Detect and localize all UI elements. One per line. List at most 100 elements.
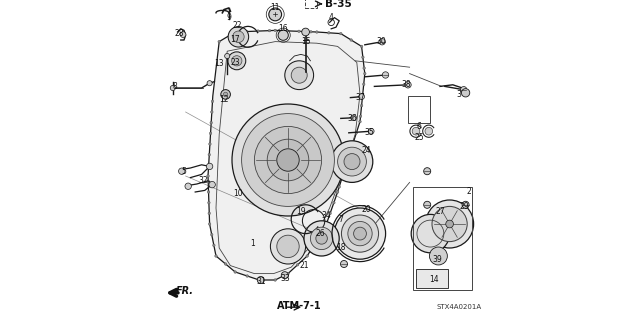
Circle shape	[429, 247, 447, 265]
Text: 11: 11	[271, 4, 280, 12]
Circle shape	[211, 111, 213, 113]
Circle shape	[209, 143, 211, 145]
Text: FR.: FR.	[175, 286, 193, 296]
Text: 4: 4	[329, 13, 333, 22]
Circle shape	[268, 139, 309, 181]
Bar	[416, 269, 448, 288]
Circle shape	[185, 183, 191, 189]
Text: ATM-7-1: ATM-7-1	[277, 300, 321, 311]
Circle shape	[363, 67, 365, 69]
Text: 13: 13	[214, 60, 224, 68]
Text: 35: 35	[365, 128, 374, 137]
Circle shape	[218, 40, 220, 43]
Circle shape	[359, 115, 362, 117]
Circle shape	[325, 223, 328, 225]
Circle shape	[351, 115, 356, 121]
Text: 31: 31	[256, 277, 266, 286]
Text: 18: 18	[336, 244, 346, 252]
Circle shape	[351, 143, 354, 145]
Text: 36: 36	[347, 114, 357, 123]
Circle shape	[285, 61, 314, 90]
Circle shape	[242, 114, 334, 206]
Circle shape	[348, 221, 372, 246]
Text: 29: 29	[459, 202, 469, 211]
Circle shape	[207, 191, 210, 193]
Text: 2: 2	[467, 188, 471, 196]
Circle shape	[270, 229, 306, 264]
Bar	[413, 187, 472, 290]
Circle shape	[180, 32, 186, 37]
Circle shape	[360, 45, 363, 48]
Circle shape	[338, 147, 367, 176]
Circle shape	[405, 82, 412, 88]
Circle shape	[232, 56, 242, 66]
Text: 19: 19	[296, 207, 306, 216]
Circle shape	[255, 126, 322, 194]
Circle shape	[232, 104, 344, 216]
Text: B-35: B-35	[325, 0, 351, 9]
Circle shape	[338, 186, 340, 188]
Circle shape	[225, 53, 230, 59]
Circle shape	[359, 94, 365, 100]
Circle shape	[341, 175, 344, 178]
Circle shape	[234, 31, 237, 33]
Circle shape	[304, 221, 339, 256]
Circle shape	[179, 168, 185, 174]
Text: 33: 33	[280, 274, 290, 283]
Circle shape	[170, 85, 175, 91]
Circle shape	[209, 223, 211, 225]
Circle shape	[344, 154, 360, 170]
Text: 17: 17	[230, 36, 240, 44]
Text: 21: 21	[300, 261, 308, 270]
Text: 1: 1	[250, 239, 255, 248]
Circle shape	[382, 72, 388, 78]
Circle shape	[360, 104, 363, 107]
Circle shape	[316, 31, 318, 33]
Circle shape	[312, 244, 315, 247]
Text: 32: 32	[198, 176, 208, 185]
Text: 15: 15	[301, 37, 310, 46]
Circle shape	[257, 30, 259, 32]
Circle shape	[310, 227, 333, 250]
Text: 14: 14	[429, 276, 438, 284]
Text: 34: 34	[321, 212, 332, 220]
Circle shape	[355, 132, 358, 134]
Circle shape	[332, 141, 372, 182]
Circle shape	[258, 279, 260, 281]
Text: 8: 8	[172, 82, 177, 91]
Circle shape	[342, 215, 379, 252]
Circle shape	[234, 271, 237, 273]
Circle shape	[296, 264, 299, 266]
Text: 37: 37	[355, 93, 365, 102]
Text: 25: 25	[414, 133, 424, 142]
Circle shape	[350, 39, 353, 41]
Circle shape	[233, 31, 244, 43]
Circle shape	[306, 255, 308, 257]
Circle shape	[344, 165, 347, 168]
Circle shape	[359, 120, 361, 123]
Circle shape	[425, 127, 433, 135]
Circle shape	[224, 263, 227, 265]
Circle shape	[329, 212, 332, 215]
Circle shape	[268, 29, 271, 32]
Circle shape	[278, 30, 288, 40]
Circle shape	[333, 201, 335, 204]
Circle shape	[364, 72, 366, 75]
Circle shape	[207, 81, 212, 86]
Circle shape	[328, 32, 330, 34]
Circle shape	[432, 206, 467, 242]
Bar	[305, 0, 317, 8]
Circle shape	[215, 255, 218, 257]
Circle shape	[277, 235, 300, 258]
Circle shape	[212, 244, 215, 247]
Text: 16: 16	[278, 24, 288, 33]
Circle shape	[316, 233, 328, 244]
Circle shape	[223, 92, 228, 97]
Circle shape	[310, 30, 312, 33]
Circle shape	[209, 132, 212, 135]
Circle shape	[287, 272, 289, 275]
Circle shape	[369, 128, 374, 134]
Circle shape	[302, 28, 310, 36]
Circle shape	[207, 164, 210, 167]
Circle shape	[211, 100, 214, 103]
